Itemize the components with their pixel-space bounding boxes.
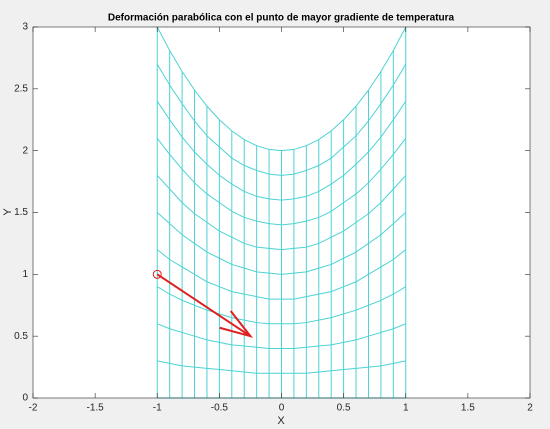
x-tick-label: -1 xyxy=(153,403,162,414)
y-tick-label: 2.5 xyxy=(14,83,28,94)
x-axis-label: X xyxy=(277,415,285,427)
y-tick-label: 3 xyxy=(22,22,28,33)
y-tick-label: 2 xyxy=(22,145,28,156)
x-tick-label: -2 xyxy=(29,403,38,414)
y-tick-label: 1 xyxy=(22,269,28,280)
x-tick-label: -0.5 xyxy=(211,403,229,414)
x-tick-label: 1.5 xyxy=(461,403,475,414)
x-tick-label: 1 xyxy=(403,403,409,414)
chart-title: Deformación parabólica con el punto de m… xyxy=(108,13,455,24)
y-axis-label: Y xyxy=(2,208,14,216)
x-tick-label: -1.5 xyxy=(87,403,105,414)
x-tick-label: 0.5 xyxy=(337,403,351,414)
gradient-arrow xyxy=(156,273,254,338)
x-tick-label: 0 xyxy=(279,403,285,414)
y-tick-label: 1.5 xyxy=(14,207,28,218)
y-tick-label: 0.5 xyxy=(14,331,28,342)
y-tick-label: 0 xyxy=(22,393,28,404)
x-tick-label: 2 xyxy=(527,403,533,414)
max-gradient-point xyxy=(152,269,162,279)
